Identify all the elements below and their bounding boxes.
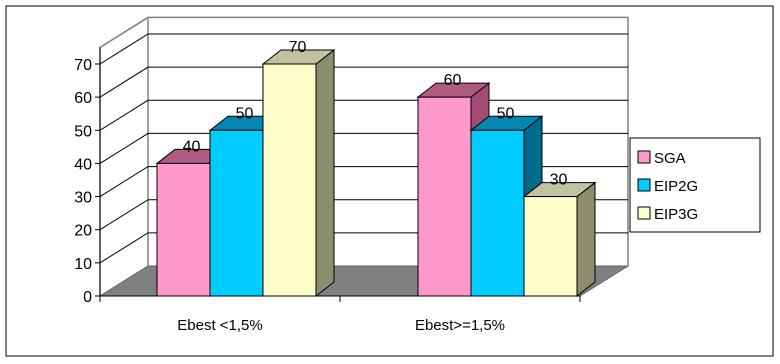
y-tick-label: 40 (74, 156, 92, 173)
bar-eip3g (522, 181, 597, 298)
x-category-label: Ebest>=1,5% (415, 317, 505, 334)
bar-front-face (523, 196, 578, 297)
y-tick-label: 60 (74, 90, 92, 107)
legend-label: EIP3G (654, 206, 698, 223)
bar-side-face (576, 181, 596, 298)
data-label: 70 (289, 39, 307, 56)
gridline (99, 33, 628, 65)
bar-side-face (315, 48, 335, 298)
bar-front-face (209, 129, 264, 297)
data-label: 60 (444, 72, 462, 89)
legend-swatch (637, 150, 651, 164)
legend-swatch (637, 206, 651, 220)
back-wall (147, 16, 629, 266)
y-tick-label: 50 (74, 123, 92, 140)
gridline (99, 66, 628, 98)
y-tick-label: 30 (74, 190, 92, 207)
legend-swatch (637, 178, 651, 192)
legend-box (629, 137, 761, 233)
data-label: 40 (183, 138, 201, 155)
y-tick-label: 10 (74, 256, 92, 273)
data-label: 30 (550, 172, 568, 189)
bar-eip3g (261, 48, 336, 298)
data-label: 50 (497, 105, 515, 122)
bar-front-face (417, 96, 472, 297)
legend-entry: EIP3G (637, 206, 698, 223)
y-tick-label: 0 (83, 289, 92, 306)
legend-entry: EIP2G (637, 178, 698, 195)
y-tick-label: 20 (74, 223, 92, 240)
x-category-label: Ebest <1,5% (177, 317, 262, 334)
data-label: 50 (236, 105, 254, 122)
legend-entry: SGA (637, 150, 686, 167)
bar-front-face (470, 129, 525, 297)
legend-label: EIP2G (654, 178, 698, 195)
y-tick-label: 70 (74, 57, 92, 74)
bar-front-face (262, 63, 317, 297)
legend-label: SGA (654, 150, 686, 167)
bar-front-face (156, 162, 211, 297)
